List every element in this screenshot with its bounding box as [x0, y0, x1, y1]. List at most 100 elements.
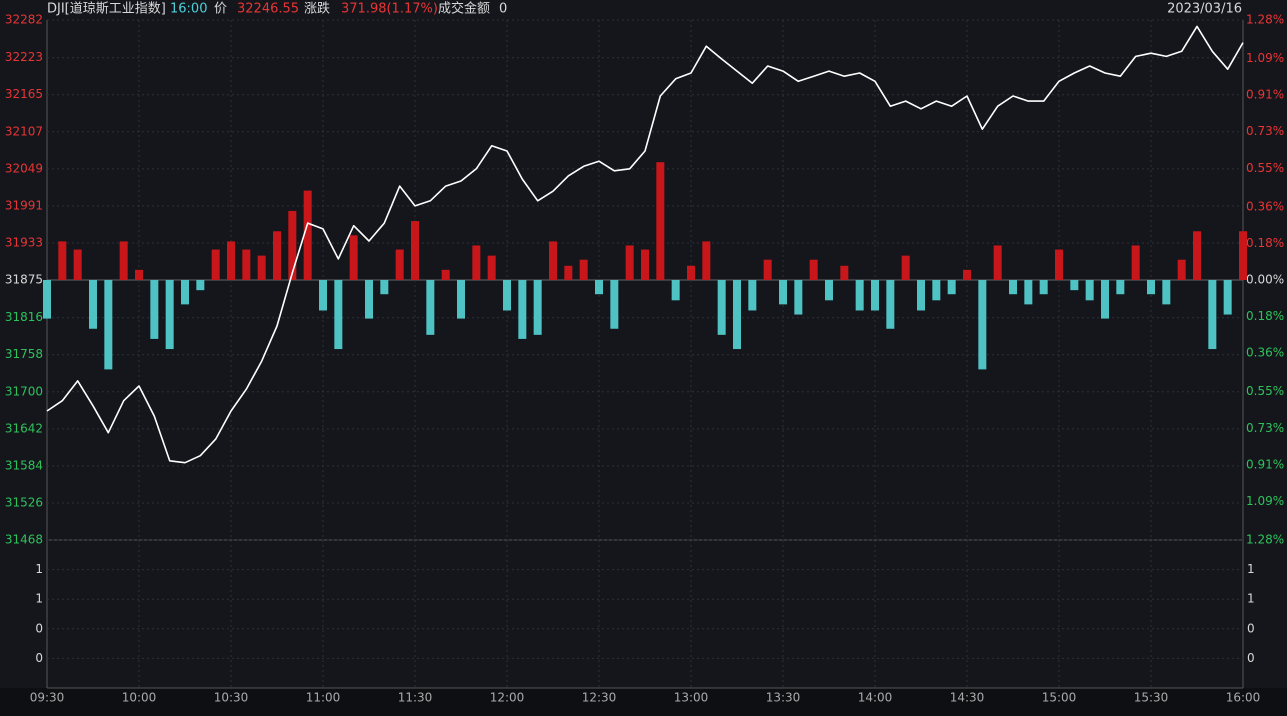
y-tick-label: 31642: [5, 421, 43, 435]
volume-tick-label: 1: [1247, 562, 1255, 576]
bar: [564, 265, 573, 280]
bar: [181, 280, 189, 305]
y-tick-label: 31875: [5, 273, 43, 287]
x-tick-label: 12:00: [490, 691, 525, 705]
bar: [43, 280, 51, 319]
y2-tick-label: 0.55%: [1246, 161, 1284, 175]
y-tick-label: 31584: [5, 458, 43, 472]
x-tick-label: 09:30: [30, 691, 65, 705]
bar: [1024, 280, 1033, 305]
bar: [89, 280, 97, 329]
bar: [610, 280, 619, 329]
bar: [119, 241, 128, 280]
bar: [242, 249, 251, 280]
x-tick-label: 15:00: [1042, 691, 1077, 705]
x-tick-label: 14:30: [950, 691, 985, 705]
bar: [1162, 280, 1171, 305]
bar: [150, 280, 159, 339]
price-label: 价: [214, 2, 227, 17]
bar: [58, 241, 67, 280]
bar: [472, 245, 481, 280]
x-tick-label: 11:30: [398, 691, 433, 705]
y2-tick-label: 0.73%: [1246, 124, 1284, 138]
bar: [165, 280, 174, 350]
bar: [1193, 231, 1201, 280]
bar: [487, 255, 496, 280]
bar: [441, 269, 450, 280]
y2-tick-label: 0.00%: [1246, 273, 1284, 287]
change: 371.98(1.17%): [341, 2, 438, 17]
bar: [334, 280, 343, 350]
bar: [1039, 280, 1048, 295]
y-tick-label: 32107: [5, 124, 43, 138]
x-tick-label: 16:00: [1226, 691, 1261, 705]
y-tick-label: 31933: [5, 235, 43, 249]
bar: [1131, 245, 1140, 280]
bar: [319, 280, 327, 311]
y2-tick-label: 0.91%: [1246, 88, 1284, 102]
bar: [1239, 231, 1247, 280]
bar: [303, 190, 312, 280]
x-tick-label: 12:30: [582, 691, 617, 705]
y-tick-label: 31700: [5, 384, 43, 398]
y2-tick-label: 1.28%: [1246, 13, 1284, 27]
x-tick-label: 15:30: [1134, 691, 1169, 705]
y2-tick-label: 0.91%: [1246, 457, 1284, 471]
bar: [395, 249, 404, 280]
bar: [411, 221, 419, 280]
bar: [901, 255, 910, 280]
x-tick-label: 11:00: [306, 691, 341, 705]
change-label: 涨跌: [304, 1, 330, 17]
bar: [1070, 280, 1079, 291]
index-name: DJI[道琼斯工业指数]: [47, 2, 166, 17]
bar: [702, 241, 711, 280]
bar: [825, 280, 833, 301]
bar: [963, 269, 971, 280]
bar: [518, 280, 527, 339]
bar: [457, 280, 465, 319]
y-tick-label: 32223: [5, 50, 43, 64]
bar: [809, 259, 818, 280]
y-tick-label: 32282: [5, 13, 43, 27]
bar: [365, 280, 373, 319]
bar: [1116, 280, 1125, 295]
price: 32246.55: [237, 2, 299, 17]
y-tick-label: 31468: [5, 533, 43, 547]
bar: [733, 280, 741, 350]
bar: [625, 245, 634, 280]
bar: [426, 280, 435, 335]
y-tick-label: 31526: [5, 495, 43, 509]
price-line: [46, 25, 1244, 464]
y2-tick-label: 0.18%: [1246, 236, 1284, 250]
bar: [1177, 259, 1186, 280]
bar: [1223, 280, 1232, 315]
x-tick-label: 10:30: [214, 691, 249, 705]
y-tick-label: 32049: [5, 161, 43, 175]
bar: [349, 235, 358, 280]
bar: [104, 280, 113, 370]
bar: [687, 265, 695, 280]
y2-tick-label: 1.09%: [1246, 51, 1284, 65]
bar: [549, 241, 557, 280]
y2-tick-label: 1.28%: [1246, 533, 1284, 547]
bar: [73, 249, 82, 280]
time: 16:00: [170, 2, 207, 17]
x-tick-label: 14:00: [858, 691, 893, 705]
y2-tick-label: 0.18%: [1246, 309, 1284, 323]
bar: [671, 280, 680, 301]
y-tick-label: 31991: [5, 198, 43, 212]
bar: [1009, 280, 1017, 295]
volume-tick-label: 0: [1247, 651, 1255, 665]
y2-tick-label: 0.55%: [1246, 384, 1284, 398]
y-tick-label: 31816: [5, 310, 43, 324]
bar: [273, 231, 281, 280]
bar: [1147, 280, 1155, 295]
bar: [641, 249, 649, 280]
bar: [1101, 280, 1109, 319]
bar: [1085, 280, 1094, 301]
bar: [855, 280, 864, 311]
volume-tick-label: 0: [35, 621, 43, 635]
